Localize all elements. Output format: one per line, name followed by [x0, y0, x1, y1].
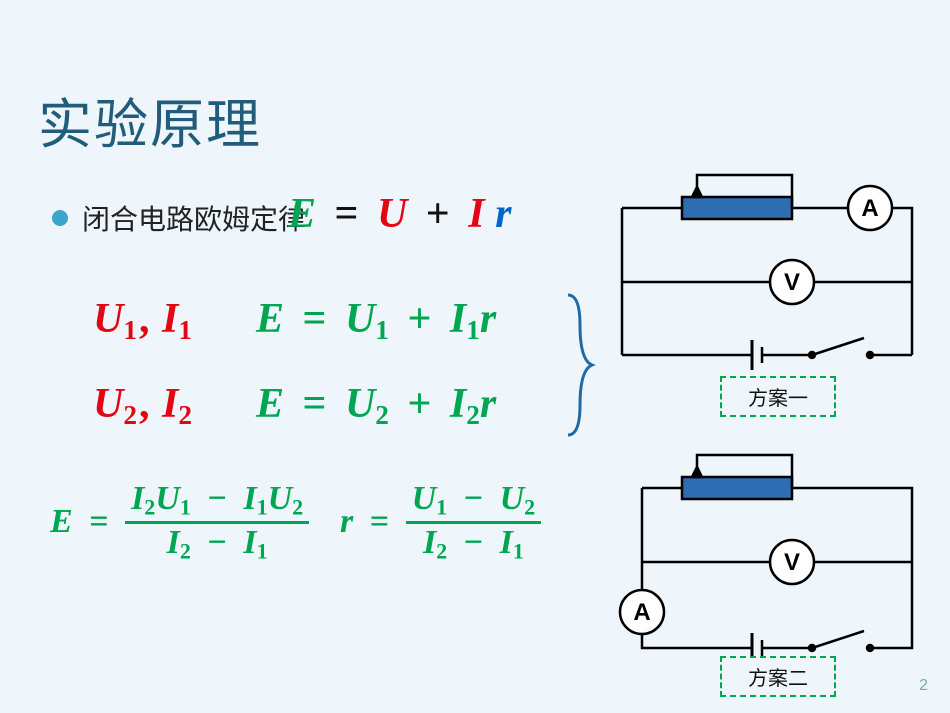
sol-E-eq: =	[89, 503, 108, 540]
d-s1: 1	[257, 538, 268, 563]
sym-U1b: U	[345, 296, 375, 342]
rn-s2: 2	[524, 495, 535, 520]
sym-E1: E	[256, 296, 284, 342]
sub-1b: 1	[178, 315, 192, 345]
d-s2: 2	[180, 538, 191, 563]
op-eq: =	[335, 191, 359, 237]
ammeter-label-2: A	[633, 599, 650, 626]
sub-2b: 2	[178, 400, 192, 430]
voltmeter-label: V	[784, 269, 800, 296]
circuit-diagram-1: A V	[612, 150, 922, 400]
rd-s2: 2	[436, 538, 447, 563]
sym-E2: E	[256, 381, 284, 427]
rd-s1: 1	[513, 538, 524, 563]
page-title: 实验原理	[38, 80, 262, 159]
rd-minus: −	[464, 524, 483, 561]
comma2: ,	[139, 381, 150, 427]
sub-U2: 2	[375, 400, 389, 430]
comma: ,	[139, 296, 150, 342]
ammeter-label: A	[861, 195, 878, 222]
sol-r-eq: =	[370, 503, 389, 540]
n-U2: U	[268, 480, 293, 517]
sym-r: r	[495, 191, 511, 237]
d-minus: −	[207, 524, 226, 561]
brace-icon	[560, 290, 600, 440]
sym-U1: U	[93, 296, 123, 342]
rn-U1: U	[412, 480, 437, 517]
sub-I2: 2	[466, 400, 480, 430]
rn-minus: −	[464, 480, 483, 517]
sub-2a: 2	[123, 400, 137, 430]
sol-r-frac: U1 − U2 I2 − I1	[406, 480, 542, 564]
n-I1: I	[243, 480, 256, 517]
rd-I1: I	[500, 524, 513, 561]
sym-I2b: I	[450, 381, 466, 427]
main-equation: E = U + I r	[288, 190, 511, 238]
scheme-1-label: 方案一	[720, 376, 836, 417]
d-I1: I	[243, 524, 256, 561]
eq-row1: E = U1 + I1r	[256, 295, 496, 346]
sym-U2: U	[93, 381, 123, 427]
sol-E-lhs: E	[50, 503, 73, 540]
sym-r1: r	[480, 296, 496, 342]
bullet-text: 闭合电路欧姆定律	[82, 198, 306, 238]
sub-1a: 1	[123, 315, 137, 345]
d-I2: I	[167, 524, 180, 561]
circuit-diagram-2: A V	[612, 430, 922, 680]
sub-I1: 1	[466, 315, 480, 345]
sym-r2: r	[480, 381, 496, 427]
page-number: 2	[919, 677, 928, 695]
op-eq1: =	[303, 296, 327, 342]
scheme-2-label: 方案二	[720, 656, 836, 697]
n-minus: −	[207, 480, 226, 517]
rn-s1: 1	[436, 495, 447, 520]
n-s2: 2	[144, 495, 155, 520]
rd-I2: I	[423, 524, 436, 561]
voltmeter-label-2: V	[784, 549, 800, 576]
eq-row2: E = U2 + I2r	[256, 380, 496, 431]
n-u2: 2	[292, 495, 303, 520]
bullet-row: 闭合电路欧姆定律	[52, 198, 306, 238]
op-eq2: =	[303, 381, 327, 427]
sub-U1: 1	[375, 315, 389, 345]
rn-U2: U	[500, 480, 525, 517]
sym-I2: I	[162, 381, 178, 427]
sym-E: E	[288, 191, 316, 237]
pair-U2I2: U2, I2	[93, 380, 192, 431]
n-u1: 1	[180, 495, 191, 520]
solution-E: E = I2U1 − I1U2 I2 − I1	[50, 480, 309, 564]
sym-U: U	[377, 191, 407, 237]
n-s1: 1	[257, 495, 268, 520]
sym-I1: I	[162, 296, 178, 342]
n-U1: U	[155, 480, 180, 517]
sym-U2b: U	[345, 381, 375, 427]
sol-r-lhs: r	[340, 503, 353, 540]
sol-E-frac: I2U1 − I1U2 I2 − I1	[125, 480, 309, 564]
sym-I: I	[468, 191, 484, 237]
bullet-dot-icon	[52, 210, 68, 226]
n-I2: I	[131, 480, 144, 517]
pair-U1I1: U1, I1	[93, 295, 192, 346]
op-plus1: +	[407, 296, 431, 342]
solution-r: r = U1 − U2 I2 − I1	[340, 480, 541, 564]
op-plus: +	[426, 191, 450, 237]
sym-I1b: I	[450, 296, 466, 342]
op-plus2: +	[407, 381, 431, 427]
